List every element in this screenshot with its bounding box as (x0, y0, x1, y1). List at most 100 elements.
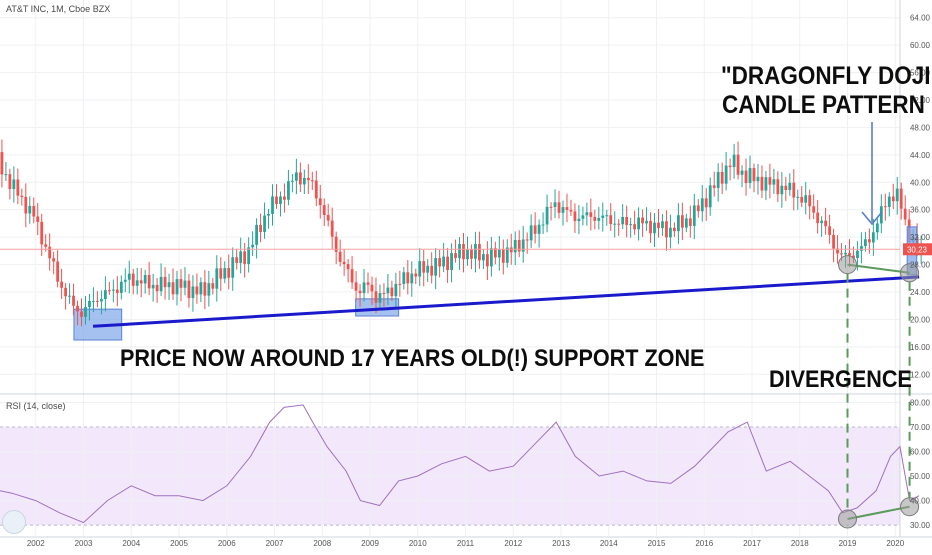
current-price-label: 30.23 (907, 245, 928, 254)
candle-body (788, 182, 792, 190)
candle-body (92, 300, 95, 302)
rsi-tick-label: 40.00 (910, 497, 931, 506)
candle-body (521, 239, 525, 252)
candle-body (0, 152, 4, 175)
candle-body (378, 293, 382, 303)
candle-body (88, 300, 91, 308)
candle-body (557, 202, 561, 213)
candle-body (832, 234, 835, 249)
year-tick-label: 2018 (791, 539, 809, 548)
candle-body (410, 273, 414, 284)
candle-body (271, 196, 274, 214)
year-tick-label: 2005 (170, 539, 188, 548)
candle-body (247, 247, 251, 264)
rsi-tick-label: 80.00 (910, 398, 931, 407)
candle-body (32, 205, 36, 217)
candle-body (852, 255, 855, 259)
candle-body (139, 280, 143, 284)
candle-body (844, 252, 847, 255)
candle-body (358, 290, 362, 294)
rsi-tick-label: 50.00 (910, 472, 931, 481)
candle-body (350, 269, 354, 283)
candle-body (147, 275, 151, 289)
candle-body (776, 179, 780, 195)
price-tick-label: 52.00 (910, 96, 931, 105)
candle-body (231, 257, 235, 278)
candle-body (107, 290, 111, 292)
candle-body (605, 215, 609, 217)
candle-body (625, 216, 629, 225)
candle-body (489, 248, 493, 267)
candle-body (306, 177, 310, 181)
price-divergence-circle (838, 255, 857, 275)
candle-body (700, 198, 704, 212)
candle-body (641, 217, 644, 224)
candle-body (613, 223, 617, 225)
candle-body (768, 177, 772, 185)
price-tick-label: 24.00 (910, 288, 931, 297)
divergence-label: DIVERGENCE (769, 366, 912, 393)
year-tick-label: 2017 (743, 539, 761, 548)
candle-body (56, 261, 60, 282)
candle-body (883, 206, 887, 208)
candle-body (374, 291, 378, 303)
year-tick-label: 2013 (552, 539, 570, 548)
candle-body (20, 195, 24, 197)
candle-body (302, 177, 306, 185)
candle-body (155, 284, 159, 292)
candle-body (784, 185, 788, 190)
candle-body (370, 284, 374, 292)
symbol-header: AT&T INC, 1M, Cboe BZX (6, 4, 111, 14)
price-tick-label: 48.00 (910, 123, 931, 132)
candle-body (505, 247, 509, 263)
candle-body (422, 261, 426, 273)
candle-body (513, 239, 517, 253)
support-zone-label: PRICE NOW AROUND 17 YEARS OLD(!) SUPPORT… (120, 345, 705, 372)
price-tick-label: 16.00 (910, 343, 931, 352)
candle-body (255, 224, 258, 245)
candle-body (60, 281, 64, 288)
candle-body (438, 258, 442, 267)
candle-body (848, 252, 851, 256)
rsi-divergence-circle (838, 509, 857, 529)
candle-body (828, 226, 831, 235)
candle-body (326, 215, 330, 221)
candle-body (899, 188, 903, 209)
candle-body (577, 218, 581, 222)
candle-body (298, 172, 302, 185)
price-tick-label: 20.00 (910, 315, 931, 324)
candle-body (100, 299, 103, 302)
doji-arrow-head (861, 211, 883, 226)
candle-body (474, 244, 477, 259)
candle-body (24, 196, 28, 214)
candle-body (712, 185, 716, 188)
candle-body (44, 244, 48, 247)
candle-body (756, 176, 760, 182)
candle-body (223, 268, 227, 279)
candle-body (8, 174, 12, 189)
candle-body (497, 249, 501, 258)
candle-body (346, 264, 350, 270)
candle-body (103, 290, 107, 300)
candle-body (680, 215, 684, 228)
candle-body (322, 205, 326, 216)
candle-body (458, 244, 461, 259)
candle-body (163, 276, 167, 288)
candle-body (251, 244, 255, 248)
candle-body (736, 154, 740, 175)
year-tick-label: 2014 (600, 539, 618, 548)
candle-body (665, 221, 668, 238)
candle-body (287, 181, 290, 200)
candle-body (239, 251, 243, 264)
candle-body (199, 282, 203, 295)
candle-body (418, 261, 422, 277)
candle-body (470, 249, 473, 259)
candle-body (772, 179, 776, 185)
candle-body (581, 215, 585, 219)
candle-body (227, 268, 231, 278)
candle-body (215, 268, 219, 289)
candle-body (752, 168, 756, 182)
price-tick-label: 40.00 (910, 178, 931, 187)
candle-body (533, 225, 537, 234)
candle-body (800, 196, 804, 203)
